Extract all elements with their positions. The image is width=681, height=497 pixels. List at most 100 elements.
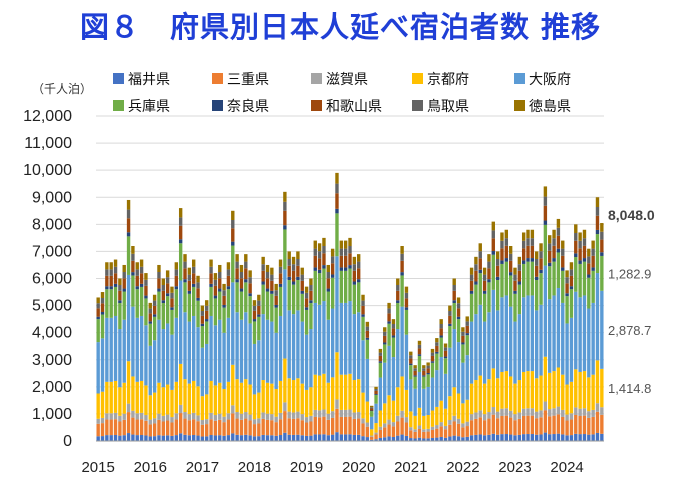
legend-label: 福井県 — [128, 72, 170, 88]
bar-segment-9 — [526, 238, 530, 246]
bar-segment-3 — [339, 409, 344, 417]
bar-segment-5 — [326, 319, 330, 383]
bar-segment-6 — [274, 307, 278, 333]
bar-segment-5 — [322, 301, 326, 374]
month-bar — [439, 319, 443, 441]
bar-segment-1 — [500, 434, 504, 441]
bar-segment-4 — [100, 391, 105, 418]
bar-segment-4 — [200, 396, 205, 421]
bar-segment-2 — [539, 417, 543, 435]
bar-segment-3 — [118, 415, 122, 422]
bar-segment-4 — [404, 389, 409, 418]
bar-segment-5 — [300, 321, 304, 384]
bar-segment-8 — [296, 265, 300, 277]
bar-segment-5 — [430, 377, 435, 411]
bar-segment-5 — [521, 297, 526, 372]
bar-segment-9 — [417, 344, 422, 349]
bar-segment-2 — [578, 415, 582, 435]
bar-segment-5 — [535, 310, 539, 379]
bar-segment-6 — [265, 291, 270, 320]
bar-segment-1 — [278, 435, 283, 441]
bar-segment-2 — [213, 420, 218, 436]
bar-segment-7 — [322, 265, 326, 269]
bar-segment-1 — [261, 434, 265, 441]
bar-segment-6 — [192, 286, 196, 316]
month-bar — [183, 254, 187, 441]
month-bar — [196, 275, 200, 441]
bar-segment-2 — [135, 419, 139, 436]
bar-segment-5 — [165, 323, 170, 385]
month-bar — [105, 262, 109, 441]
bar-segment-7 — [348, 265, 352, 269]
bar-segment-7 — [335, 208, 339, 214]
bar-segment-8 — [330, 263, 335, 275]
bar-segment-2 — [543, 410, 548, 433]
bar-segment-10 — [239, 264, 244, 272]
bar-segment-6 — [291, 284, 296, 315]
bar-segment-5 — [283, 269, 287, 359]
bar-segment-9 — [530, 238, 535, 246]
bar-segment-1 — [248, 435, 252, 441]
y-tick-label: 9,000 — [32, 189, 72, 206]
bar-segment-9 — [161, 285, 165, 291]
bar-segment-7 — [435, 351, 439, 354]
bar-segment-4 — [213, 385, 218, 415]
bar-segment-5 — [526, 295, 530, 372]
bar-segment-7 — [521, 260, 526, 264]
bar-segment-6 — [556, 252, 561, 288]
bar-segment-8 — [235, 268, 239, 280]
bar-segment-7 — [356, 279, 361, 283]
bar-segment-3 — [556, 406, 561, 415]
bar-segment-1 — [174, 435, 179, 441]
bar-segment-3 — [122, 413, 126, 420]
bar-segment-1 — [574, 433, 578, 441]
bar-segment-10 — [131, 246, 135, 254]
bar-segment-7 — [261, 281, 265, 285]
bar-segment-7 — [561, 267, 565, 271]
bar-segment-6 — [139, 286, 144, 316]
bar-segment-8 — [304, 298, 309, 308]
bar-segment-2 — [300, 420, 304, 436]
y-tick-label: 1,000 — [32, 406, 72, 423]
month-bar — [504, 229, 508, 441]
bar-segment-4 — [587, 377, 591, 412]
bar-segment-6 — [96, 319, 100, 343]
bar-segment-7 — [100, 312, 105, 315]
bar-segment-3 — [213, 414, 218, 421]
bar-segment-3 — [174, 413, 179, 420]
bar-segment-5 — [148, 345, 152, 396]
month-bar — [291, 256, 296, 441]
bar-segment-6 — [548, 266, 552, 300]
bar-segment-2 — [113, 419, 118, 436]
bar-segment-7 — [578, 260, 582, 264]
month-bar — [165, 270, 170, 441]
month-bar — [387, 302, 391, 441]
bar-segment-10 — [565, 270, 569, 278]
bar-segment-2 — [100, 423, 105, 437]
bar-segment-9 — [283, 201, 287, 211]
bar-segment-3 — [548, 409, 552, 417]
month-bar — [283, 191, 287, 441]
bar-segment-8 — [270, 280, 274, 291]
month-bar — [404, 286, 409, 441]
bar-segment-4 — [235, 379, 239, 413]
bar-segment-9 — [152, 300, 157, 306]
bar-segment-9 — [469, 274, 474, 281]
bar-segment-3 — [465, 421, 469, 427]
bar-segment-3 — [287, 411, 291, 419]
bar-segment-3 — [148, 419, 152, 425]
bar-segment-7 — [218, 288, 222, 292]
y-axis-ticks: 0 1,000 2,000 3,000 4,000 5,000 6,000 7,000 8,00… — [23, 108, 72, 450]
bar-segment-7 — [600, 252, 604, 256]
bar-segment-6 — [474, 284, 478, 315]
bar-segment-6 — [487, 282, 491, 313]
bar-segment-9 — [148, 308, 152, 314]
bar-segment-6 — [330, 277, 335, 309]
bar-segment-8 — [517, 270, 522, 282]
bar-segment-6 — [300, 293, 304, 322]
bar-segment-8 — [461, 335, 465, 343]
bar-segment-7 — [200, 323, 205, 327]
bar-segment-1 — [435, 437, 439, 441]
bar-segment-2 — [565, 420, 569, 436]
bar-segment-6 — [517, 284, 522, 315]
